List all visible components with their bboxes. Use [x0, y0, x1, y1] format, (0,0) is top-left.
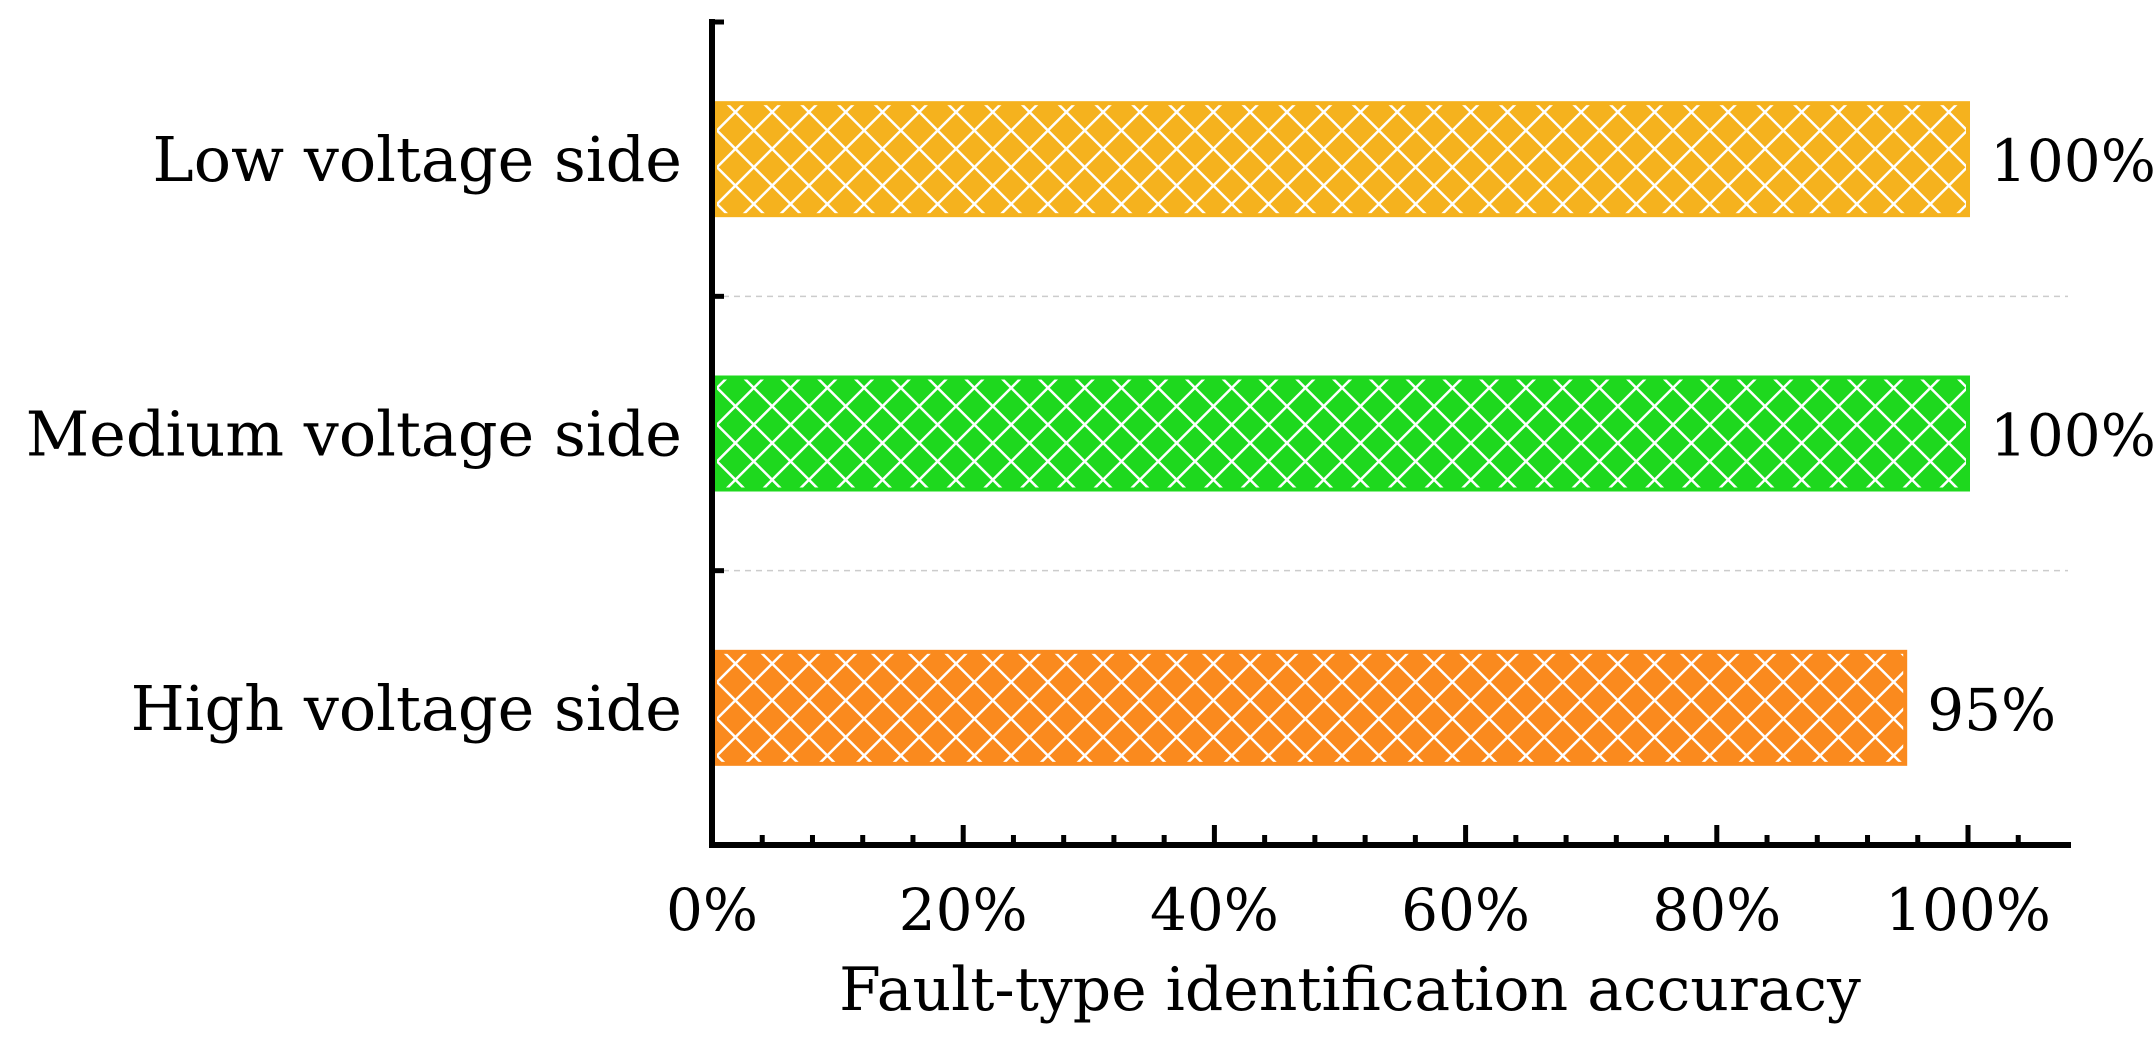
- labels: Low voltage side 100% Medium voltage side 1…: [26, 123, 2154, 944]
- category-label: High voltage side: [131, 672, 682, 745]
- gridlines: [712, 295, 2068, 572]
- bar-pattern: [715, 103, 1968, 216]
- x-axis-title: Fault-type identification accuracy: [839, 955, 1861, 1025]
- data-label: 100%: [1990, 402, 2154, 470]
- x-tick-label: 100%: [1885, 876, 2051, 944]
- category-label: Medium voltage side: [26, 398, 682, 471]
- data-label: 100%: [1990, 127, 2154, 195]
- x-tick-label: 80%: [1652, 876, 1781, 944]
- x-tick-label: 40%: [1150, 876, 1279, 944]
- category-label: Low voltage side: [153, 123, 682, 196]
- bar: [713, 101, 1970, 218]
- x-tick-label: 20%: [899, 876, 1028, 944]
- bar-pattern: [715, 651, 1906, 764]
- bar: [713, 649, 1908, 766]
- x-tick-label: 60%: [1401, 876, 1530, 944]
- bar: [713, 375, 1970, 492]
- x-tick-label: 0%: [666, 876, 758, 944]
- data-label: 95%: [1927, 676, 2056, 744]
- bar-pattern: [715, 377, 1968, 490]
- bars: [713, 101, 1970, 766]
- axes: [709, 19, 2071, 848]
